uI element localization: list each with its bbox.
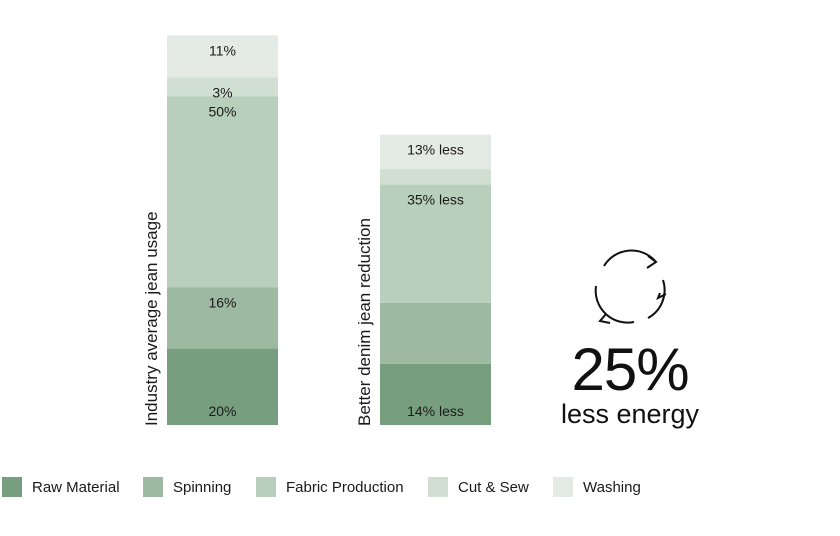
legend-swatch: [2, 477, 22, 497]
bar-value-label: 35% less: [407, 191, 464, 207]
legend-item: Raw Material: [2, 476, 120, 498]
category-label: Industry average jean usage: [142, 211, 161, 426]
bar-value-label: 3%: [212, 84, 232, 100]
legend-item: Cut & Sew: [428, 476, 529, 498]
legend-item: Washing: [553, 476, 641, 498]
bar-segment-3-1: [380, 169, 491, 185]
legend-item: Fabric Production: [256, 476, 404, 498]
bar-segment-1-0: [167, 287, 278, 349]
bar-segment-0-1: [380, 363, 491, 425]
recycle-arrows-icon: [594, 249, 667, 324]
legend-label: Cut & Sew: [458, 478, 529, 496]
legend-label: Washing: [583, 478, 641, 496]
bar-segment-4-1: [380, 134, 491, 170]
legend-label: Raw Material: [32, 478, 120, 496]
bar-segment-2-1: [380, 184, 491, 303]
legend-label: Spinning: [173, 478, 232, 496]
bar-value-label: 11%: [209, 42, 236, 58]
legend-swatch: [553, 477, 573, 497]
category-label: Better denim jean reduction: [355, 218, 374, 426]
legend-swatch: [428, 477, 448, 497]
legend-label: Fabric Production: [286, 478, 404, 496]
bar-value-label: 50%: [208, 103, 236, 119]
bar-segment-0-0: [167, 348, 278, 425]
highlight-caption: less energy: [560, 399, 700, 429]
bar-segment-1-1: [380, 302, 491, 364]
legend-swatch: [143, 477, 163, 497]
legend-swatch: [256, 477, 276, 497]
bar-segment-4-0: [167, 35, 278, 78]
bar-value-label: 14% less: [407, 403, 464, 419]
bar-value-label: 13% less: [407, 142, 464, 158]
legend-item: Spinning: [143, 476, 231, 498]
bar-segment-2-0: [167, 96, 278, 288]
legend: Raw Material Spinning Fabric Production Cut…: [0, 476, 840, 500]
bar-value-label: 16%: [208, 294, 236, 310]
bar-value-label: 20%: [208, 403, 236, 419]
highlight-value: 25%: [571, 336, 689, 403]
bar-segment-3-0: [167, 77, 278, 97]
